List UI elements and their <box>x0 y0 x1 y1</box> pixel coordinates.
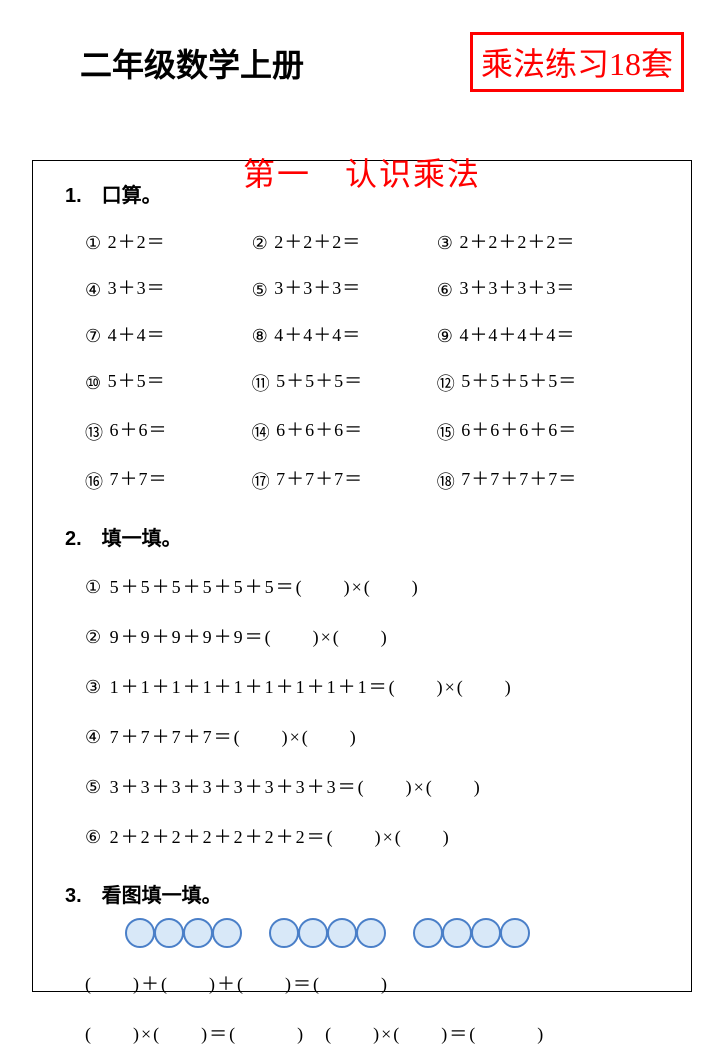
problem-expression: 7＋7＝ <box>104 469 168 489</box>
fill-item: ④ 7＋7＋7＋7＝( )×( ) <box>85 711 659 761</box>
problem-expression: 3＋3＋3＝ <box>269 278 362 298</box>
problem-cell: ⑥ 3＋3＋3＋3＝ <box>437 264 659 310</box>
problem-cell: ⑪ 5＋5＋5＝ <box>252 357 437 406</box>
problem-cell: ⑯ 7＋7＝ <box>85 455 252 504</box>
problem-number: ⑰ <box>252 468 271 494</box>
fill-item: ③ 1＋1＋1＋1＋1＋1＋1＋1＋1＝( )×( ) <box>85 661 659 711</box>
problem-cell: ① 2＋2＝ <box>85 218 252 264</box>
problem-expression: 2＋2＋2＋2＝ <box>454 232 576 252</box>
problem-number: ⑪ <box>252 370 271 396</box>
problem-number: ⑨ <box>437 326 454 347</box>
fill-list: ① 5＋5＋5＋5＋5＋5＝( )×( )② 9＋9＋9＋9＋9＝( )×( )… <box>85 561 659 861</box>
section-3-title: 3. 看图填一填。 <box>65 879 659 908</box>
circle-group <box>269 918 385 948</box>
circle-group <box>125 918 241 948</box>
problem-cell: ② 2＋2＋2＝ <box>252 218 437 264</box>
section-3: 3. 看图填一填。 ( )＋( )＋( )＝( ) ( )×( )＝( ) ( … <box>33 879 691 1058</box>
problem-number: ⑥ <box>437 280 454 301</box>
problem-number: ① <box>85 233 102 254</box>
problem-number: ⑤ <box>252 280 269 301</box>
circle-icon <box>500 918 530 948</box>
circle-icon <box>298 918 328 948</box>
problem-expression: 2＋2＝ <box>102 232 166 252</box>
problem-number: ⑱ <box>437 468 456 494</box>
problem-expression: 5＋5＋5＋5＝ <box>456 371 578 391</box>
problem-expression: 3＋3＝ <box>102 278 166 298</box>
problem-number: ⑬ <box>85 419 104 445</box>
stamp-box: 乘法练习18套 <box>470 32 684 92</box>
circle-icon <box>471 918 501 948</box>
problem-number: ⑫ <box>437 370 456 396</box>
problem-cell: ⑦ 4＋4＝ <box>85 311 252 357</box>
circle-icon <box>356 918 386 948</box>
problem-cell: ⑭ 6＋6＋6＝ <box>252 406 437 455</box>
problem-expression: 6＋6＝ <box>104 420 168 440</box>
problem-expression: 6＋6＋6＝ <box>271 420 364 440</box>
circle-icon <box>269 918 299 948</box>
problem-expression: 7＋7＋7＋7＝ <box>456 469 578 489</box>
subtitle: 第一 认识乘法 <box>33 149 691 195</box>
fill-item: ② 9＋9＋9＋9＋9＝( )×( ) <box>85 611 659 661</box>
fill-item: ⑤ 3＋3＋3＋3＋3＋3＋3＋3＝( )×( ) <box>85 761 659 811</box>
circles-container <box>125 918 659 948</box>
header: 二年级数学上册 乘法练习18套 <box>0 0 724 86</box>
problem-number: ⑮ <box>437 419 456 445</box>
circle-group <box>413 918 529 948</box>
equation-addition: ( )＋( )＋( )＝( ) <box>85 958 659 1008</box>
circle-icon <box>212 918 242 948</box>
problem-number: ④ <box>85 280 102 301</box>
problem-expression: 4＋4＋4＋4＝ <box>454 325 576 345</box>
problem-grid: ① 2＋2＝② 2＋2＋2＝③ 2＋2＋2＋2＝④ 3＋3＝⑤ 3＋3＋3＝⑥ … <box>85 218 659 504</box>
problem-cell: ③ 2＋2＋2＋2＝ <box>437 218 659 264</box>
problem-number: ⑯ <box>85 468 104 494</box>
circle-icon <box>125 918 155 948</box>
problem-expression: 4＋4＋4＝ <box>269 325 362 345</box>
problem-expression: 5＋5＝ <box>102 371 166 391</box>
problem-number: ③ <box>437 233 454 254</box>
problem-number: ⑩ <box>85 373 102 394</box>
problem-cell: ⑧ 4＋4＋4＝ <box>252 311 437 357</box>
section-2: 2. 填一填。 ① 5＋5＋5＋5＋5＋5＝( )×( )② 9＋9＋9＋9＋9… <box>33 522 691 861</box>
problem-expression: 3＋3＋3＋3＝ <box>454 278 576 298</box>
problem-cell: ⑬ 6＋6＝ <box>85 406 252 455</box>
problem-expression: 5＋5＋5＝ <box>271 371 364 391</box>
problem-expression: 2＋2＋2＝ <box>269 232 362 252</box>
problem-cell: ⑩ 5＋5＝ <box>85 357 252 406</box>
circle-icon <box>327 918 357 948</box>
section-2-title: 2. 填一填。 <box>65 522 659 551</box>
problem-number: ⑦ <box>85 326 102 347</box>
worksheet-page: 二年级数学上册 乘法练习18套 第一 认识乘法 1. 口算。 ① 2＋2＝② 2… <box>0 0 724 1024</box>
problem-cell: ⑨ 4＋4＋4＋4＝ <box>437 311 659 357</box>
section-1: 1. 口算。 ① 2＋2＝② 2＋2＋2＝③ 2＋2＋2＋2＝④ 3＋3＝⑤ 3… <box>33 179 691 504</box>
problem-expression: 4＋4＝ <box>102 325 166 345</box>
problem-expression: 6＋6＋6＋6＝ <box>456 420 578 440</box>
main-title: 二年级数学上册 <box>80 40 304 86</box>
fill-item: ① 5＋5＋5＋5＋5＋5＝( )×( ) <box>85 561 659 611</box>
problem-cell: ⑰ 7＋7＋7＝ <box>252 455 437 504</box>
problem-cell: ⑮ 6＋6＋6＋6＝ <box>437 406 659 455</box>
problem-cell: ⑱ 7＋7＋7＋7＝ <box>437 455 659 504</box>
equation-multiplication: ( )×( )＝( ) ( )×( )＝( ) <box>85 1008 659 1058</box>
fill-item: ⑥ 2＋2＋2＋2＋2＋2＋2＝( )×( ) <box>85 811 659 861</box>
circle-icon <box>154 918 184 948</box>
problem-number: ② <box>252 233 269 254</box>
problem-cell: ⑤ 3＋3＋3＝ <box>252 264 437 310</box>
circle-icon <box>183 918 213 948</box>
problem-number: ⑭ <box>252 419 271 445</box>
problem-expression: 7＋7＋7＝ <box>271 469 364 489</box>
circle-icon <box>413 918 443 948</box>
problem-cell: ④ 3＋3＝ <box>85 264 252 310</box>
circle-icon <box>442 918 472 948</box>
problem-number: ⑧ <box>252 326 269 347</box>
content-box: 第一 认识乘法 1. 口算。 ① 2＋2＝② 2＋2＋2＝③ 2＋2＋2＋2＝④… <box>32 160 692 992</box>
problem-cell: ⑫ 5＋5＋5＋5＝ <box>437 357 659 406</box>
